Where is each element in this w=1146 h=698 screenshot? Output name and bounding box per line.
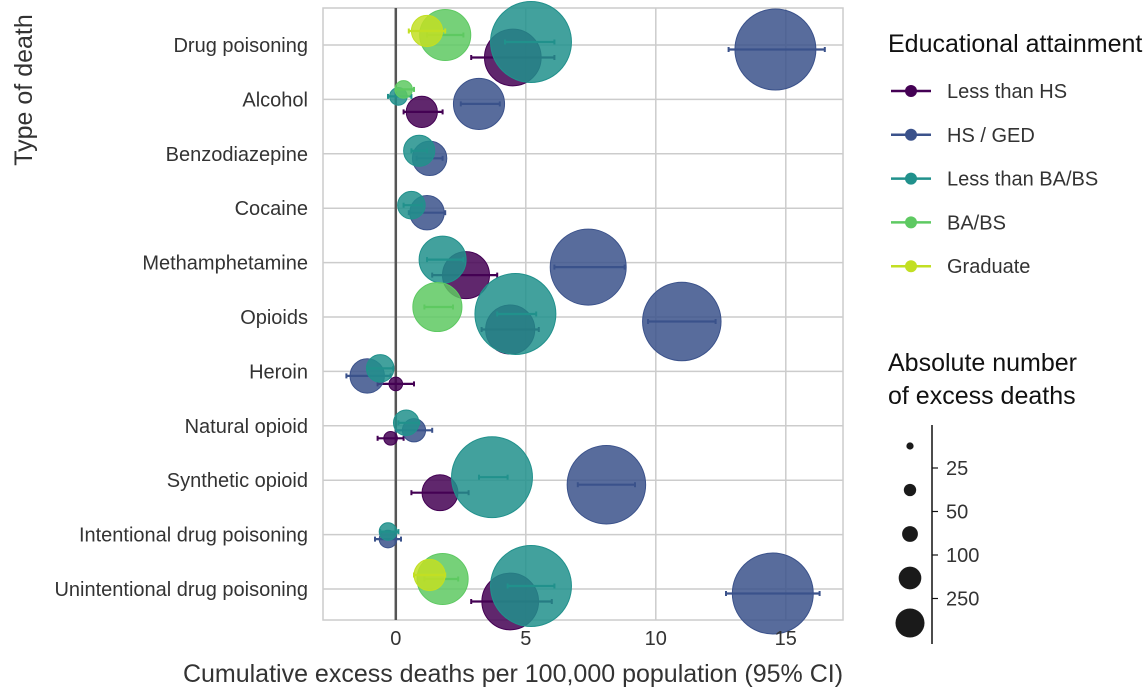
point-hs-ged [734,8,817,91]
legend-label: BA/BS [947,212,1006,234]
point-less-than-ba-bs [392,409,420,437]
x-tick-label: 0 [390,628,401,650]
point-graduate [410,14,444,48]
y-axis-title: Type of death [10,14,38,166]
point-less-than-ba-bs [474,273,557,355]
legend-swatch-dot [905,260,917,273]
y-tick-label: Heroin [249,361,308,383]
y-tick-label: Methamphetamine [142,253,308,275]
legend-swatch-dot [905,128,917,141]
y-tick-label: Synthetic opioid [167,470,308,492]
legend-label: Graduate [947,256,1030,278]
point-less-than-ba-bs [378,522,398,541]
legend-swatch-dot [905,172,917,185]
y-tick-label: Intentional drug poisoning [79,525,308,547]
point-less-than-ba-bs [451,436,533,519]
point-less-than-hs [383,430,398,446]
x-axis-title: Cumulative excess deaths per 100,000 pop… [183,660,843,688]
legend-label: HS / GED [947,125,1035,147]
axis-layer: 0 5 10 15 Drug poisoning Alcohol Benzodiazepin… [54,35,796,650]
size-legend-label: 100 [946,545,979,567]
point-less-than-ba-bs [365,354,395,383]
series-graduate [407,14,447,592]
point-ba-bs [394,80,413,99]
x-tick-label: 10 [645,628,667,650]
legend-label: Less than HS [947,81,1067,103]
size-legend-dot [898,566,922,590]
point-less-than-ba-bs [418,235,467,284]
y-tick-label: Drug poisoning [173,35,308,57]
point-less-than-ba-bs [403,134,436,167]
point-ba-bs [412,281,463,333]
size-legend-dot [902,526,918,542]
size-legend: Absolute number of excess deaths 25 50 100… [888,349,1077,644]
point-less-than-ba-bs [397,190,426,220]
y-tick-label: Cocaine [235,198,308,220]
color-legend-title: Educational attainment [888,30,1142,58]
x-tick-label: 15 [775,628,797,650]
y-tick-label: Benzodiazepine [166,144,308,166]
point-less-than-ba-bs [490,1,572,83]
point-hs-ged [642,281,722,362]
point-hs-ged [566,444,647,525]
point-graduate [413,558,446,592]
color-legend: Educational attainment Less than HS HS / … [888,30,1142,278]
y-tick-label: Unintentional drug poisoning [54,579,308,601]
size-legend-label: 250 [946,589,979,611]
size-legend-title-line2: of excess deaths [888,382,1076,410]
legend-swatch-dot [905,85,917,97]
legend-swatch-dot [905,216,917,229]
size-legend-dot [903,483,917,497]
plot-frame [322,7,844,621]
point-hs-ged [452,77,506,130]
point-less-than-hs [405,95,438,128]
y-tick-label: Natural opioid [185,416,308,438]
size-legend-label: 25 [946,458,968,480]
size-legend-dot [895,608,925,638]
legend-label: Less than BA/BS [947,169,1098,191]
point-less-than-ba-bs [490,545,572,627]
size-legend-label: 50 [946,502,968,524]
series-less-than-ba-bs [365,1,572,627]
marks-layer [345,1,826,635]
point-less-than-hs [388,376,404,392]
series-hs-ged [345,8,826,635]
y-tick-label: Opioids [240,307,308,329]
x-tick-label: 5 [520,628,531,650]
size-legend-dot [906,442,914,450]
point-hs-ged [549,228,627,306]
size-legend-title-line1: Absolute number [888,349,1077,377]
point-hs-ged [731,552,814,635]
y-tick-label: Alcohol [242,89,308,111]
